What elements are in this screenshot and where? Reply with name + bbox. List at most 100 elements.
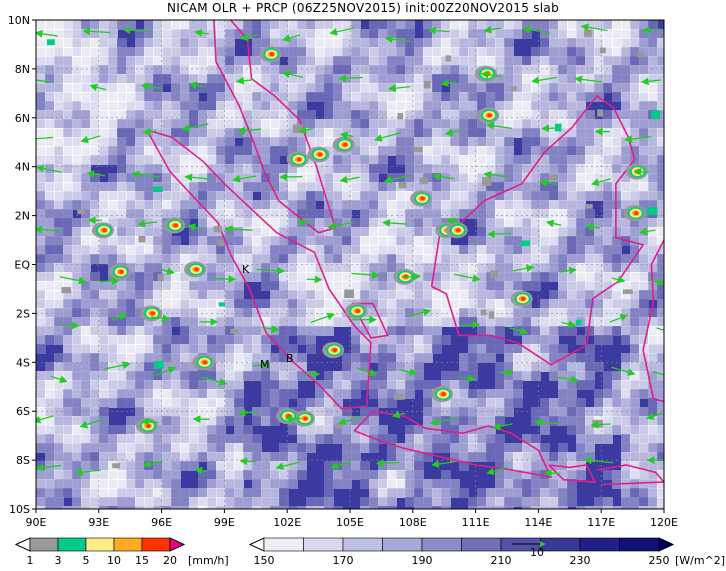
olr-cell	[36, 227, 46, 237]
olr-cell	[396, 101, 406, 111]
precip-speck	[622, 289, 633, 294]
olr-cell	[495, 92, 505, 102]
olr-cell	[396, 254, 406, 264]
olr-cell	[459, 155, 469, 165]
olr-cell	[234, 362, 244, 372]
olr-cell	[162, 173, 172, 183]
olr-cell	[648, 443, 658, 453]
olr-cell	[432, 218, 442, 228]
olr-cell	[99, 74, 109, 84]
olr-cell	[351, 200, 361, 210]
olr-cell	[72, 407, 82, 417]
olr-cell	[198, 434, 208, 444]
olr-cell	[432, 47, 442, 57]
precip-intense	[269, 52, 275, 57]
olr-cell	[180, 191, 190, 201]
olr-cell	[414, 74, 424, 84]
olr-cell	[225, 488, 235, 498]
olr-cell	[513, 65, 523, 75]
olr-cell	[261, 488, 271, 498]
olr-cell	[117, 173, 127, 183]
olr-cell	[45, 155, 55, 165]
wind-arrow	[652, 371, 664, 376]
olr-cell	[378, 146, 388, 156]
olr-cell	[495, 245, 505, 255]
olr-cell	[612, 263, 622, 273]
olr-cell	[432, 281, 442, 291]
olr-cell	[126, 74, 136, 84]
olr-cell	[549, 299, 559, 309]
olr-cell	[639, 434, 649, 444]
olr-cell	[198, 497, 208, 507]
olr-cell	[621, 56, 631, 66]
olr-cell	[558, 506, 568, 509]
olr-cell	[414, 254, 424, 264]
olr-cell	[279, 29, 289, 39]
olr-cell	[72, 416, 82, 426]
olr-cell	[342, 182, 352, 192]
olr-cell	[576, 434, 586, 444]
olr-cell	[513, 254, 523, 264]
olr-cell	[72, 92, 82, 102]
olr-cell	[441, 155, 451, 165]
olr-cell	[243, 236, 253, 246]
olr-cell	[342, 191, 352, 201]
olr-cell	[243, 155, 253, 165]
olr-cell	[657, 389, 664, 399]
wind-arrow	[559, 266, 577, 275]
olr-cell	[648, 47, 658, 57]
olr-cell	[387, 29, 397, 39]
olr-cell	[216, 398, 226, 408]
olr-cell	[99, 101, 109, 111]
olr-cell	[459, 425, 469, 435]
precip-speck	[157, 273, 164, 282]
wind-arrow	[60, 321, 80, 330]
wind-arrow	[310, 312, 336, 323]
olr-cell	[54, 29, 64, 39]
olr-cell	[612, 20, 622, 30]
olr-cell	[468, 92, 478, 102]
olr-cell	[135, 299, 145, 309]
olr-cell	[531, 497, 541, 507]
olr-cell	[486, 299, 496, 309]
olr-cell	[162, 380, 172, 390]
olr-cell	[279, 92, 289, 102]
olr-cell	[603, 182, 613, 192]
olr-cell	[135, 335, 145, 345]
olr-cell	[306, 74, 316, 84]
olr-cell	[585, 209, 595, 219]
olr-cell	[621, 425, 631, 435]
olr-cell	[468, 83, 478, 93]
olr-cell	[468, 299, 478, 309]
olr-cell	[36, 335, 46, 345]
olr-cell	[135, 353, 145, 363]
olr-cell	[225, 56, 235, 66]
olr-cell	[450, 245, 460, 255]
olr-cell	[45, 92, 55, 102]
olr-cell	[387, 56, 397, 66]
olr-cell	[153, 155, 163, 165]
olr-cell	[288, 209, 298, 219]
olr-cell	[567, 83, 577, 93]
olr-cell	[63, 335, 73, 345]
olr-cell	[531, 506, 541, 509]
wind-arrow	[460, 320, 481, 329]
olr-cell	[342, 164, 352, 174]
olr-cell	[387, 47, 397, 57]
olr-cell	[63, 110, 73, 120]
olr-cell	[315, 164, 325, 174]
olr-cell	[144, 488, 154, 498]
olr-cell	[612, 200, 622, 210]
olr-cell	[405, 335, 415, 345]
wind-arrow	[327, 221, 354, 230]
olr-cell	[396, 119, 406, 129]
wind-arrow	[86, 170, 106, 178]
olr-cell	[387, 452, 397, 462]
olr-cell	[135, 488, 145, 498]
olr-cell	[108, 191, 118, 201]
olr-cell	[54, 227, 64, 237]
olr-cell	[423, 146, 433, 156]
olr-cell	[405, 182, 415, 192]
olr-cell	[468, 407, 478, 417]
olr-cell	[162, 407, 172, 417]
